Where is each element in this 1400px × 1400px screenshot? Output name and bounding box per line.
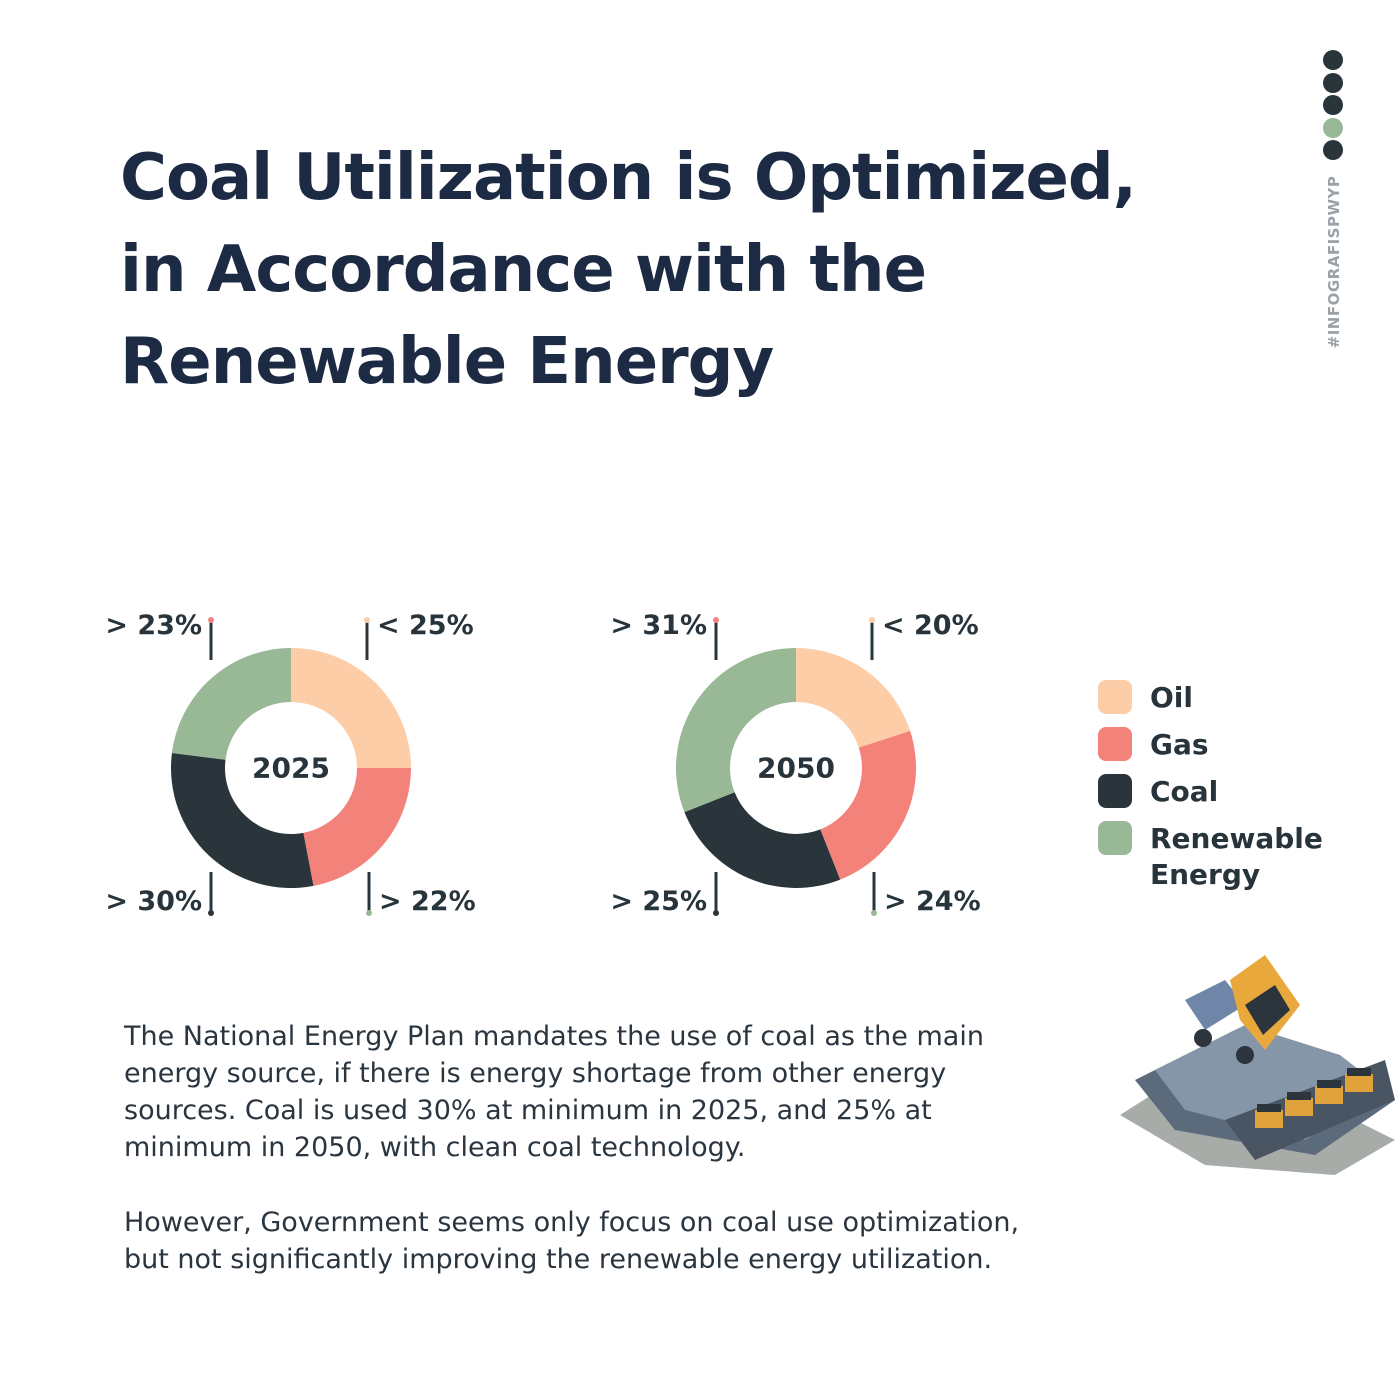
data-label-gas: > 22% [379,886,476,917]
leader-dot [208,910,214,916]
paragraph: However, Government seems only focus on … [124,1207,1020,1275]
leader-dot [871,910,877,916]
dot [1323,95,1343,115]
dot [1323,72,1343,93]
dot [1323,140,1343,160]
slice-coal [171,752,314,888]
leader-dot [364,617,370,623]
legend-label: Oil [1150,681,1193,714]
slice-oil [796,648,911,748]
legend-swatch [1098,727,1132,761]
slice-gas [303,768,411,886]
coal-truck-illustration [1120,955,1395,1175]
slice-renewable [676,648,796,813]
legend-item-gas: Gas [1098,727,1320,763]
chart-center-year: 2025 [252,751,330,785]
page-title: Coal Utilization is Optimized, in Accord… [120,141,1137,399]
data-label-coal: > 25% [610,886,707,917]
legend-item-renewable: Renewable Energy [1098,821,1323,893]
slice-gas [820,730,916,880]
data-label-gas: > 24% [884,886,981,917]
slice-renewable [171,648,291,760]
data-label-renewable: > 23% [105,610,202,641]
chart-center-year: 2050 [757,751,835,785]
legend-swatch [1098,680,1132,714]
decorative-dots [1323,50,1343,163]
legend-swatch [1098,774,1132,808]
legend-label: Renewable Energy [1150,822,1323,891]
data-label-oil: < 25% [377,610,474,641]
data-label-renewable: > 31% [610,610,707,641]
leader-dot [713,617,719,623]
legend-label: Coal [1150,775,1219,808]
legend-label: Gas [1150,728,1209,761]
leader-dot [869,617,875,623]
legend-item-oil: Oil [1098,680,1320,716]
body-text: The National Energy Plan mandates the us… [124,1018,1064,1316]
leader-dot [366,910,372,916]
data-label-oil: < 20% [882,610,979,641]
leader-dot [713,910,719,916]
paragraph: The National Energy Plan mandates the us… [124,1021,984,1163]
slice-coal [684,792,841,888]
legend-swatch [1098,821,1132,855]
slice-oil [291,648,411,768]
dot [1323,50,1343,70]
legend-item-coal: Coal [1098,774,1320,810]
legend: Oil Gas Coal Renewable Energy [1098,680,1323,904]
data-label-coal: > 30% [105,886,202,917]
leader-dot [208,617,214,623]
dot [1323,117,1343,138]
